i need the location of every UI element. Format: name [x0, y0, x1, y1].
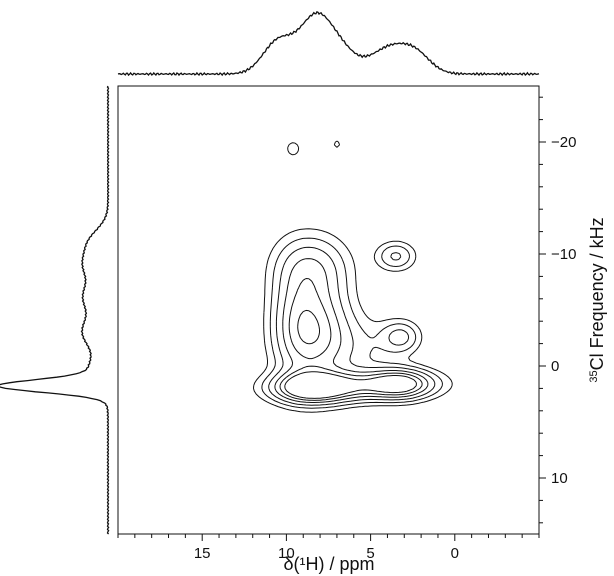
y-axis-title-isotope: 35: [588, 370, 600, 382]
x-tick-label: 10: [278, 545, 295, 562]
y-tick-label: 10: [551, 470, 568, 487]
contour-level-3: [268, 246, 436, 406]
left-projection-line: [0, 85, 110, 535]
y-axis-title-text: Cl Frequency / kHz: [587, 217, 607, 370]
x-axis: 15 10 5 0: [117, 534, 540, 562]
x-axis-title: δ(¹H) / ppm: [283, 554, 374, 574]
y-tick-label: −10: [551, 246, 576, 263]
y-axis: −20 −10 0 10: [539, 96, 576, 524]
x-tick-label: 5: [366, 545, 374, 562]
left-projection-trace: [0, 85, 110, 535]
y-tick-label: −20: [551, 134, 576, 151]
y-axis-title: 35Cl Frequency / kHz: [587, 217, 607, 382]
x-tick-label: 15: [194, 545, 211, 562]
x-tick-label: 0: [451, 545, 459, 562]
contour-level-2: [261, 237, 443, 409]
contour-level-4: [274, 258, 429, 403]
top-projection-trace: [117, 10, 540, 77]
plot-frame: [117, 85, 540, 535]
top-projection-line: [117, 10, 540, 77]
contour-lines: [253, 140, 453, 413]
y-tick-label: 0: [551, 358, 559, 375]
contour-level-5: [279, 278, 423, 401]
contour-level-1: [253, 140, 453, 413]
contour-level-6: [284, 309, 417, 399]
